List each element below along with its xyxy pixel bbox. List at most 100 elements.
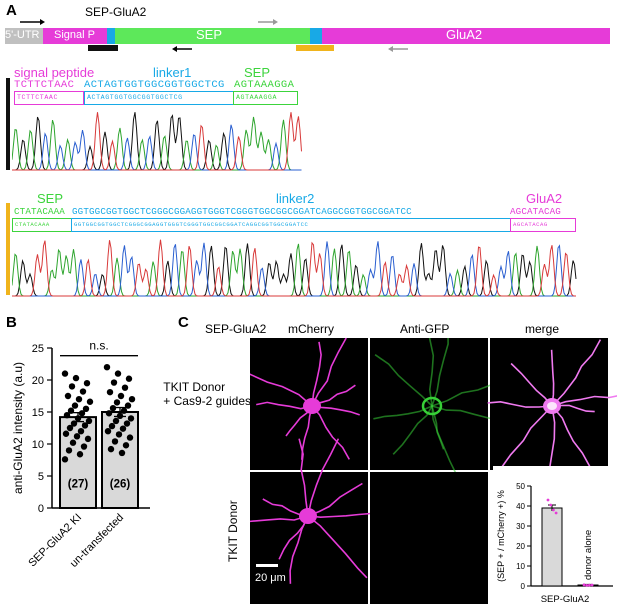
data-point bbox=[110, 379, 118, 386]
bar bbox=[101, 411, 139, 509]
y-tick-label: 15 bbox=[32, 407, 44, 419]
seq-region-1 bbox=[88, 45, 118, 51]
sep-label-1: SEP bbox=[244, 65, 271, 80]
data-point bbox=[112, 417, 120, 425]
linker1-seq: ACTAGTGGTGGCGGTGGCTCG bbox=[84, 79, 225, 91]
sep-seq-1-read: AGTAAAGGA bbox=[236, 94, 278, 101]
scalebar bbox=[256, 564, 278, 567]
data-point bbox=[123, 420, 131, 427]
micrograph-tile bbox=[487, 338, 617, 489]
data-point bbox=[107, 445, 115, 453]
linker2-label: linker2 bbox=[276, 191, 315, 206]
dendrite bbox=[256, 401, 313, 410]
data-point bbox=[61, 456, 69, 463]
dendrite bbox=[374, 354, 433, 407]
col-label-antigfp: Anti-GFP bbox=[400, 322, 450, 336]
signal-box-1 bbox=[14, 91, 84, 105]
utr-label: 5'-UTR bbox=[5, 29, 40, 41]
dendrite bbox=[307, 438, 340, 517]
data-point bbox=[103, 364, 111, 371]
linker1-seq-read: ACTAGTGGTGGCGGTGGCTCG bbox=[87, 94, 183, 101]
data-point bbox=[114, 370, 122, 377]
linker2-segment bbox=[310, 28, 322, 44]
micrograph-background bbox=[250, 472, 368, 604]
y-tick-label: 10 bbox=[32, 439, 44, 451]
y-tick-label: 20 bbox=[32, 375, 44, 387]
dendrite bbox=[250, 373, 313, 407]
data-point bbox=[66, 424, 74, 432]
panel-c-letter: C bbox=[178, 314, 189, 331]
data-point bbox=[127, 415, 135, 422]
data-point bbox=[116, 412, 124, 420]
data-point bbox=[108, 422, 116, 430]
data-point bbox=[72, 374, 80, 382]
y-tick-label: 50 bbox=[516, 482, 525, 491]
dendrite bbox=[551, 405, 591, 468]
dendrite bbox=[551, 339, 602, 407]
data-point bbox=[111, 438, 119, 445]
y-tick-label: 0 bbox=[38, 503, 44, 515]
dendrite bbox=[311, 341, 322, 407]
data-point bbox=[63, 412, 71, 419]
data-point bbox=[117, 392, 125, 400]
data-point bbox=[125, 375, 133, 382]
dendrite bbox=[311, 405, 350, 460]
chromatogram-2 bbox=[12, 239, 577, 297]
signal-seq-1: TCTTCTAAC bbox=[14, 79, 75, 91]
dendrite bbox=[278, 515, 309, 560]
x-axis-label: SEP-GluA2 bbox=[541, 594, 590, 605]
signal-label: Signal P bbox=[54, 29, 95, 41]
data-point bbox=[549, 503, 553, 507]
linker2-seq-read: GGTGGCGGTGGCTCGGGCGGAGGTGGGTCGGGTGGCGGCG… bbox=[74, 221, 309, 228]
data-point bbox=[85, 417, 93, 425]
signal-segment bbox=[43, 28, 107, 44]
chromatogram-trace bbox=[12, 243, 576, 297]
y-tick-label: 30 bbox=[516, 522, 525, 531]
data-point bbox=[69, 439, 77, 446]
dendrite bbox=[487, 400, 553, 408]
data-point bbox=[73, 433, 81, 440]
panel-c-chart: 0 10 20 30 40 50 (SEP + / mCherry +) % donor al… bbox=[493, 466, 617, 606]
signal-seq-1-read: TCTTCTAAC bbox=[17, 94, 59, 101]
glua2-label-2: GluA2 bbox=[526, 191, 563, 206]
data-point bbox=[128, 396, 136, 403]
dendrite bbox=[298, 438, 309, 517]
dendrite bbox=[428, 338, 435, 407]
glua2-segment bbox=[322, 28, 610, 44]
sep-seq-2: CTATACAAA bbox=[14, 206, 65, 217]
data-point bbox=[118, 449, 126, 457]
data-point bbox=[126, 434, 134, 441]
primer-arrow-forward-2 bbox=[258, 19, 278, 25]
data-point bbox=[585, 584, 589, 587]
y-tick-label: 5 bbox=[38, 471, 44, 483]
row2-label: TKIT Donor bbox=[226, 500, 240, 562]
data-point bbox=[120, 407, 128, 414]
panel-a-letter: A bbox=[6, 2, 17, 19]
panel-b-letter: B bbox=[6, 314, 17, 331]
data-point bbox=[65, 447, 73, 454]
dendrite bbox=[307, 482, 363, 517]
micrograph-tile bbox=[370, 472, 488, 604]
y-axis-label: (SEP + / mCherry +) % bbox=[496, 490, 506, 582]
linker1-segment bbox=[107, 28, 115, 44]
data-point bbox=[82, 405, 90, 412]
micrograph-tile bbox=[250, 338, 368, 470]
chromatogram-1 bbox=[12, 112, 302, 171]
glua2-box-2 bbox=[510, 218, 576, 232]
significance-label: n.s. bbox=[89, 338, 108, 352]
signal-peptide-label: signal peptide bbox=[14, 65, 95, 80]
data-point bbox=[61, 370, 69, 377]
data-point bbox=[78, 410, 86, 417]
row1-label-line2: + Cas9-2 guides bbox=[163, 394, 251, 408]
y-tick-label: 0 bbox=[521, 582, 526, 591]
seq-region-2 bbox=[296, 45, 334, 51]
bar bbox=[541, 507, 563, 587]
data-point bbox=[124, 402, 132, 409]
glua2-seq-2: AGCATACAG bbox=[510, 206, 561, 217]
y-axis-label: anti-GluA2 intensity (a.u) bbox=[11, 362, 25, 494]
dendrite bbox=[510, 362, 553, 407]
n-label: (26) bbox=[110, 479, 131, 491]
micrograph-tile bbox=[370, 338, 512, 475]
primer-arrow-reverse-2 bbox=[388, 46, 408, 52]
dendrite bbox=[431, 338, 449, 407]
